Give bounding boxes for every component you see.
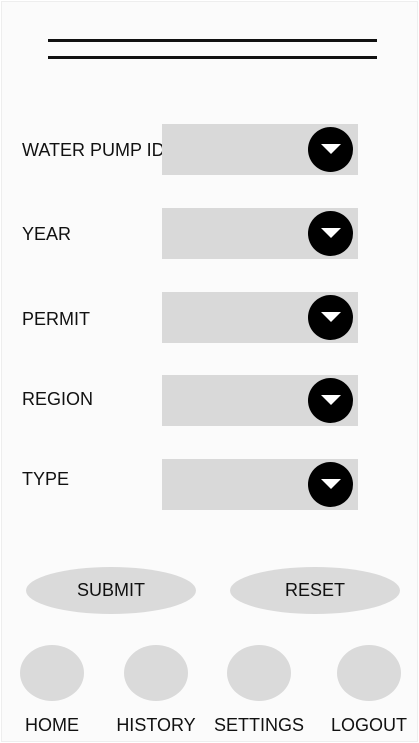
nav-logout-label: LOGOUT (330, 715, 407, 735)
nav-logout[interactable]: LOGOUT (324, 645, 414, 740)
water-pump-id-select[interactable] (162, 124, 358, 175)
nav-history[interactable]: HISTORY (111, 645, 201, 740)
permit-label: PERMIT (22, 309, 91, 329)
nav-settings[interactable]: SETTINGS (214, 645, 304, 740)
region-select[interactable] (162, 375, 358, 426)
chevron-down-circle-icon[interactable] (308, 127, 353, 172)
home-icon[interactable] (20, 645, 84, 701)
chevron-down-circle-icon[interactable] (308, 211, 353, 256)
chevron-down-circle-icon[interactable] (308, 378, 353, 423)
settings-icon[interactable] (227, 645, 291, 701)
type-label: TYPE (22, 469, 70, 489)
header-line-bottom (48, 56, 377, 59)
nav-home[interactable]: HOME (7, 645, 97, 740)
type-select[interactable] (162, 459, 358, 510)
nav-home-label: HOME (25, 715, 79, 735)
chevron-down-circle-icon[interactable] (308, 462, 353, 507)
chevron-down-circle-icon[interactable] (308, 295, 353, 340)
water-pump-id-label: WATER PUMP ID (22, 140, 165, 160)
logout-icon[interactable] (337, 645, 401, 701)
nav-settings-label: SETTINGS (214, 715, 305, 735)
region-label: REGION (22, 389, 94, 409)
nav-history-label: HISTORY (116, 715, 196, 735)
reset-button[interactable]: RESET (230, 567, 400, 614)
history-icon[interactable] (124, 645, 188, 701)
header-line-top (48, 39, 377, 42)
year-label: YEAR (22, 224, 72, 244)
permit-select[interactable] (162, 292, 358, 343)
year-select[interactable] (162, 208, 358, 259)
submit-button[interactable]: SUBMIT (26, 567, 196, 614)
